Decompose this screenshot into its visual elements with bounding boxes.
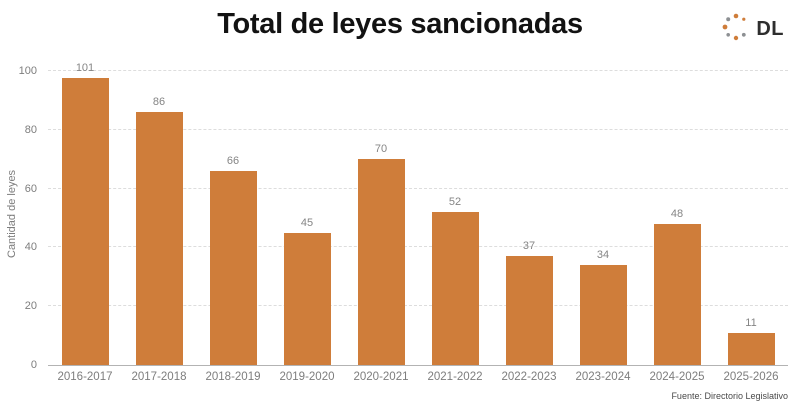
dl-logo-dots-icon — [719, 10, 753, 49]
source-note: Fuente: Directorio Legislativo — [671, 391, 788, 401]
bar-value-label: 101 — [75, 62, 95, 74]
gridline — [48, 187, 788, 189]
bar-value-label: 45 — [300, 216, 314, 229]
bar — [579, 264, 627, 365]
x-tick-label: 2022-2023 — [501, 371, 557, 383]
x-tick-label: 2017-2018 — [131, 371, 187, 383]
bar-column: 52 — [418, 62, 492, 365]
gridline — [48, 246, 788, 248]
bar-column: 11 — [714, 62, 788, 365]
x-tick-label: 2023-2024 — [575, 371, 631, 383]
bar — [505, 256, 553, 365]
bar-value-label: 86 — [152, 96, 166, 109]
y-tick-label: 60 — [24, 182, 37, 195]
y-axis-ticks: 0 20 40 60 80 100 — [0, 62, 42, 371]
x-tick-label: 2019-2020 — [279, 371, 335, 383]
gridline — [48, 305, 788, 307]
dl-logo-text: DL — [756, 18, 784, 40]
bar-value-label: 48 — [670, 207, 684, 220]
bar — [61, 78, 109, 365]
x-tick-label: 2021-2022 — [427, 371, 483, 383]
bar-column: 66 — [196, 62, 270, 365]
bar-value-label: 66 — [226, 154, 240, 167]
y-tick-label: 80 — [24, 123, 37, 136]
x-tick-label: 2018-2019 — [205, 371, 261, 383]
plot-area: 101 86 66 45 70 52 37 34 48 11 — [48, 62, 788, 366]
bar-value-label: 34 — [596, 248, 610, 261]
x-tick-label: 2024-2025 — [649, 371, 705, 383]
x-axis-labels: 2016-2017 2017-2018 2018-2019 2019-2020 2020… — [48, 371, 788, 383]
bar-column: 34 — [566, 62, 640, 365]
bar-value-label: 11 — [745, 316, 757, 329]
x-tick-label: 2020-2021 — [353, 371, 409, 383]
x-tick-label: 2025-2026 — [723, 371, 779, 383]
bar-column: 101 — [48, 62, 122, 365]
gridline — [48, 69, 788, 71]
bars: 101 86 66 45 70 52 37 34 48 11 — [48, 62, 788, 365]
bar — [209, 170, 257, 365]
y-tick-label: 40 — [24, 241, 37, 254]
bar-column: 48 — [640, 62, 714, 365]
bar — [727, 332, 775, 365]
dl-logo: DL — [719, 10, 784, 49]
bar — [357, 159, 405, 365]
bar — [283, 232, 331, 365]
bar — [431, 212, 479, 365]
y-tick-label: 100 — [18, 64, 37, 77]
gridline — [48, 128, 788, 130]
bar-column: 37 — [492, 62, 566, 365]
bar-value-label: 52 — [448, 196, 462, 209]
bar — [653, 223, 701, 365]
bar-value-label: 70 — [374, 143, 388, 156]
chart-title: Total de leyes sancionadas — [217, 8, 583, 40]
x-tick-label: 2016-2017 — [57, 371, 113, 383]
bar-column: 86 — [122, 62, 196, 365]
bar-value-label: 37 — [522, 240, 536, 253]
bar-column: 45 — [270, 62, 344, 365]
bar — [135, 112, 183, 365]
y-tick-label: 20 — [24, 300, 37, 313]
y-tick-label: 0 — [30, 359, 37, 371]
bar-column: 70 — [344, 62, 418, 365]
